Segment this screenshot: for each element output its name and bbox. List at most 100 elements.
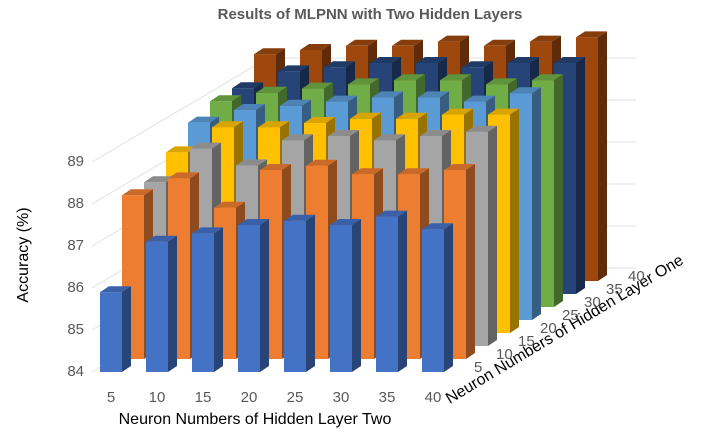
bar-top: [326, 95, 357, 102]
bar-top: [374, 134, 405, 141]
bar-side: [352, 219, 361, 372]
bar-front: [284, 220, 306, 372]
bar-top: [418, 91, 449, 98]
x-axis-label: Neuron Numbers of Hidden Layer Two: [119, 411, 392, 428]
bar-top: [192, 227, 223, 234]
bar-top: [416, 57, 447, 63]
bar-top: [532, 74, 563, 81]
chart-title: Results of MLPNN with Two Hidden Layers: [218, 6, 523, 23]
bar-top: [300, 44, 331, 50]
bar-side: [466, 164, 475, 359]
bar-front: [376, 216, 398, 372]
bar-top: [442, 108, 473, 115]
bar-top: [372, 91, 403, 98]
bar-top: [444, 164, 475, 170]
bar-top: [352, 168, 383, 175]
bar-top: [530, 35, 561, 42]
bar: [238, 219, 269, 372]
bar-top: [258, 121, 289, 128]
bar-front: [192, 233, 214, 372]
bar-top: [234, 104, 265, 110]
bar: [100, 286, 131, 372]
bar-top: [214, 201, 245, 208]
z-tick-label: 30: [584, 294, 601, 311]
x-tick-label: 15: [195, 389, 212, 406]
bar-top: [144, 176, 175, 183]
y-tick-label: 85: [67, 321, 84, 338]
bar-top: [212, 121, 243, 128]
bar-top: [484, 39, 515, 46]
bar-top: [462, 61, 493, 68]
x-tick-label: 10: [149, 389, 166, 406]
x-tick-label: 35: [379, 389, 396, 406]
bar-top: [330, 219, 361, 225]
bar-top: [422, 223, 453, 230]
bar-top: [348, 78, 379, 85]
bar-top: [232, 82, 263, 89]
bar-side: [598, 31, 607, 282]
bar-top: [284, 214, 315, 221]
z-tick-label: 25: [562, 307, 579, 324]
bar-side: [576, 57, 585, 294]
bar-top: [304, 117, 335, 123]
y-tick-label: 86: [67, 279, 84, 296]
bar: [284, 214, 315, 372]
bar-side: [488, 125, 497, 346]
bar-top: [466, 125, 497, 132]
bar: [422, 223, 453, 372]
y-tick-label: 84: [67, 363, 84, 380]
bar-top: [236, 159, 267, 166]
y-tick-label: 87: [67, 237, 84, 254]
bar: [146, 235, 177, 372]
bar-top: [324, 61, 355, 68]
bar: [192, 227, 223, 372]
bar-top: [122, 189, 153, 196]
bar-top: [486, 78, 517, 85]
bar-top: [554, 57, 585, 63]
bar-front: [422, 229, 444, 372]
bar-top: [576, 31, 607, 38]
bar-top: [508, 57, 539, 63]
bar-front: [100, 292, 122, 372]
bar-top: [166, 146, 197, 153]
bar-side: [260, 219, 269, 372]
bar-top: [398, 168, 429, 175]
z-tick-label: 35: [606, 281, 623, 298]
bar-top: [278, 65, 309, 72]
bar-side: [214, 227, 223, 372]
bar-top: [302, 82, 333, 89]
bar-top: [440, 74, 471, 81]
bar-top: [392, 39, 423, 46]
bar-top: [328, 130, 359, 136]
bar-top: [396, 112, 427, 119]
bar-front: [238, 225, 260, 372]
bar-top: [438, 35, 469, 42]
bar-top: [254, 48, 285, 55]
bar-top: [210, 95, 241, 102]
x-tick-label: 20: [241, 389, 258, 406]
z-tick-label: 15: [518, 333, 535, 350]
bar-top: [306, 159, 337, 166]
bar-side: [306, 214, 315, 372]
bar-top: [190, 142, 221, 149]
bar-side: [554, 74, 563, 307]
bar-top: [188, 116, 219, 123]
bar-top: [510, 87, 541, 94]
y-axis-label: Accuracy (%): [15, 207, 32, 302]
bar-top: [350, 112, 381, 119]
bar-top: [464, 95, 495, 102]
bar: [376, 210, 407, 372]
y-tick-label: 88: [67, 195, 84, 212]
x-tick-label: 30: [333, 389, 350, 406]
z-tick-label: 10: [496, 346, 513, 363]
bar-top: [256, 86, 287, 93]
bar-front: [330, 225, 352, 372]
bar-top: [394, 74, 425, 81]
z-tick-label: 20: [540, 320, 557, 337]
bar-top: [346, 39, 377, 46]
bar-top: [280, 99, 311, 106]
bar-top: [488, 108, 519, 115]
z-tick-label: 5: [474, 359, 482, 376]
bar-top: [100, 286, 131, 293]
bar-side: [532, 87, 541, 320]
